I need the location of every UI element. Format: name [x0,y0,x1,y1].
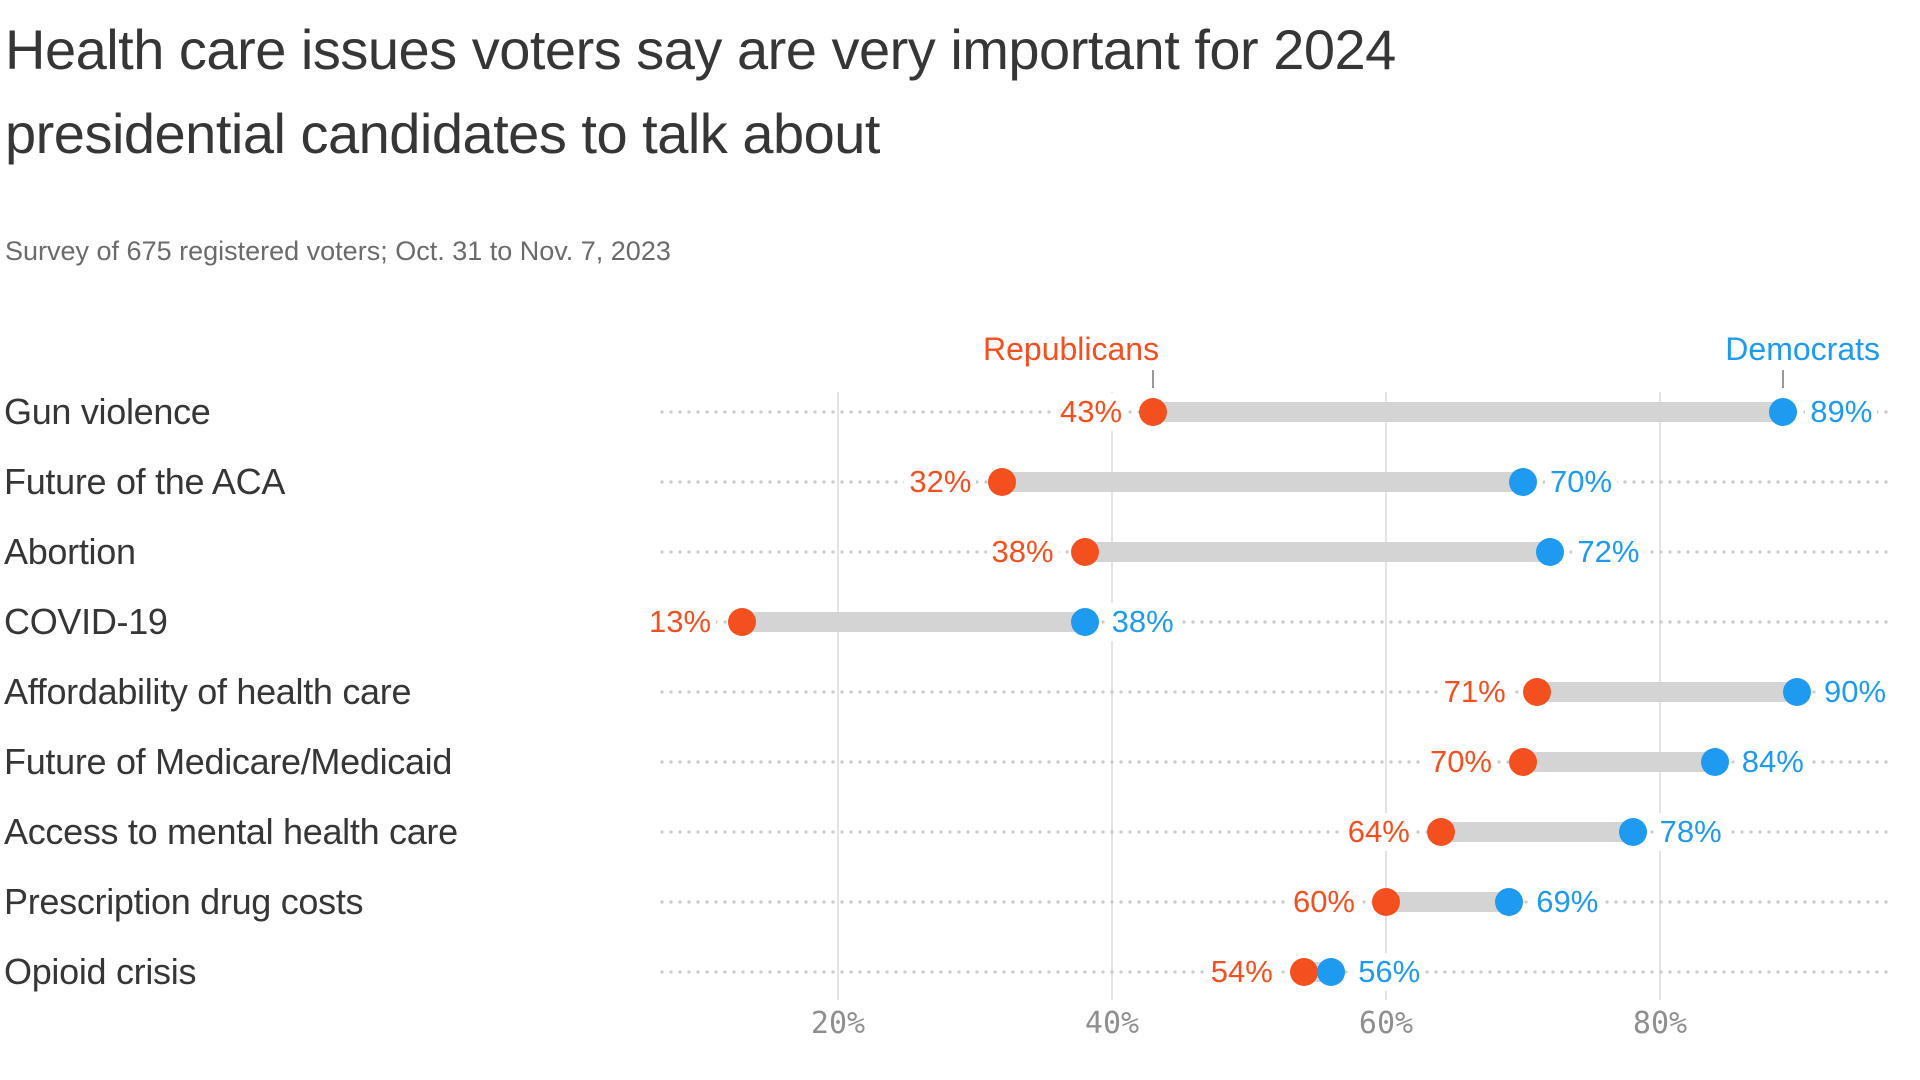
category-label: Access to mental health care [4,811,458,852]
republican-value-label: 54% [1205,953,1278,991]
category-label: Future of Medicare/Medicaid [4,741,453,782]
republican-dot [1509,748,1537,776]
x-axis-tick-label: 40% [1084,1006,1140,1041]
republican-dot [1070,538,1099,566]
republican-dot [1139,398,1168,426]
republican-dot [1426,818,1455,846]
leader-line [660,760,1890,764]
republican-dot [1522,678,1551,706]
x-axis-tick-label: 80% [1632,1006,1688,1041]
democrat-dot [1618,818,1647,846]
democrat-value-label: 56% [1353,953,1426,991]
legend-democrats-label: Democrats [1725,331,1880,367]
legend-democrats-pointer [1782,370,1785,388]
republican-value-label: 32% [904,463,977,501]
republican-dot [1372,888,1400,916]
democrat-value-label: 84% [1736,743,1809,781]
page-subtitle: Survey of 675 registered voters; Oct. 31… [5,236,671,266]
leader-line [660,830,1890,834]
democrat-dot [1495,888,1524,916]
leader-line [660,690,1890,694]
republican-value-label: 43% [1055,393,1128,431]
republican-dot [988,468,1017,496]
republican-value-label: 38% [986,533,1059,571]
democrat-value-label: 89% [1805,393,1878,431]
democrat-value-label: 70% [1545,463,1618,501]
republican-dot [1289,958,1318,986]
democrat-dot [1509,468,1537,496]
republican-value-label: 13% [644,603,717,641]
x-axis-tick-label: 20% [810,1006,866,1041]
democrat-dot [1700,748,1729,776]
category-label: Future of the ACA [4,461,286,502]
republican-dot [728,608,757,636]
democrat-dot [1536,538,1565,566]
leader-line [660,620,1890,624]
democrat-value-label: 69% [1531,883,1604,921]
leader-line [660,900,1890,904]
republican-value-label: 71% [1438,673,1511,711]
connector-bar [1386,892,1510,912]
democrat-dot [1317,958,1346,986]
gridline [1385,392,1387,1000]
x-axis-tick-label: 60% [1358,1006,1414,1041]
democrat-dot [1070,608,1099,636]
category-label: Gun violence [4,391,211,432]
connector-bar [1536,682,1797,702]
republican-value-label: 64% [1342,813,1415,851]
connector-bar [742,612,1085,632]
connector-bar [1002,472,1523,492]
connector-bar [1523,752,1715,772]
republican-value-label: 70% [1424,743,1497,781]
page-title: Health care issues voters say are very i… [5,18,1396,165]
connector-bar [1440,822,1633,842]
democrat-dot [1769,398,1798,426]
category-label: COVID-19 [4,601,168,642]
democrat-value-label: 38% [1106,603,1179,641]
category-label: Prescription drug costs [4,881,364,922]
category-label: Affordability of health care [4,671,412,712]
connector-bar [1084,542,1551,562]
gridline [1111,392,1113,1000]
republican-value-label: 60% [1287,883,1360,921]
category-label: Opioid crisis [4,951,197,992]
democrat-value-label: 90% [1819,673,1892,711]
gridline [837,392,839,1000]
democrat-value-label: 72% [1572,533,1645,571]
democrat-value-label: 78% [1654,813,1727,851]
category-label: Abortion [4,531,136,572]
democrat-dot [1783,678,1811,706]
legend-republicans-pointer [1152,370,1155,388]
connector-bar [1153,402,1784,422]
legend-republicans-label: Republicans [982,331,1160,367]
